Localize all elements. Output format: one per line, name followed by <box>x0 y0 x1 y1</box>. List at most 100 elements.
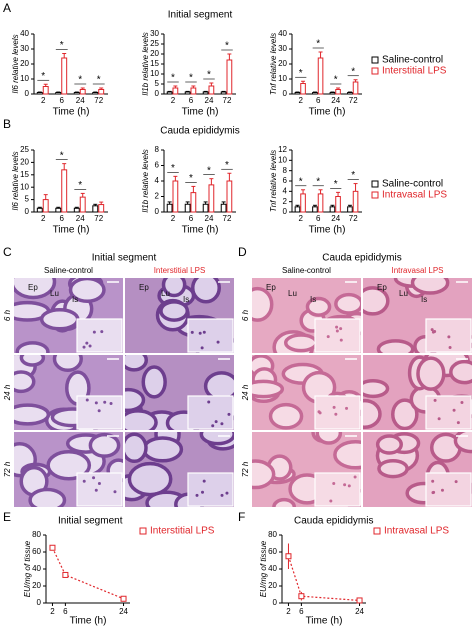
nucleus <box>448 346 452 350</box>
nucleus <box>190 330 194 334</box>
y-tick-label: 8 <box>283 166 288 175</box>
nucleus <box>460 400 464 404</box>
bar <box>208 184 215 213</box>
significance: * <box>334 179 338 190</box>
bar <box>312 206 318 213</box>
image-content <box>14 355 123 430</box>
legend-swatch <box>373 527 381 535</box>
bar <box>317 57 324 95</box>
y-tick-label: 0 <box>155 207 160 216</box>
x-tick-label: 6 <box>316 214 321 223</box>
bar <box>172 87 179 95</box>
panel-letter: B <box>3 117 11 131</box>
image-content <box>252 432 361 507</box>
x-axis-label: Time (h) <box>70 616 107 627</box>
y-tick-label: 25 <box>20 145 29 154</box>
tubule <box>333 440 361 470</box>
nucleus <box>452 408 456 412</box>
legend-label: Intravasal LPS <box>382 190 447 201</box>
bar <box>294 92 301 95</box>
nucleus <box>94 488 98 492</box>
nucleus <box>335 325 339 329</box>
tissue-label: Ep <box>139 283 149 292</box>
tubule <box>453 432 472 454</box>
tissue-label: Is <box>310 295 316 304</box>
y-tick-label: 10 <box>278 155 287 164</box>
nucleus <box>353 475 357 479</box>
tubule <box>363 398 382 430</box>
y-tick-label: 20 <box>32 581 41 590</box>
tubule <box>19 355 46 367</box>
x-tick-label: 2 <box>299 96 304 105</box>
panel-letter: E <box>3 510 11 524</box>
significance: * <box>60 150 64 161</box>
y-tick-label: 0 <box>25 89 30 98</box>
nucleus <box>431 330 435 334</box>
x-tick-label: 24 <box>205 96 214 105</box>
tubule <box>391 398 419 430</box>
y-tick-label: 25 <box>150 39 159 48</box>
tubule <box>363 378 390 399</box>
bar <box>335 196 341 213</box>
significance: * <box>97 75 101 86</box>
x-axis-label: Time (h) <box>53 225 90 236</box>
tubule <box>283 333 319 353</box>
nucleus <box>430 328 434 332</box>
tubule <box>52 355 83 373</box>
nucleus <box>82 479 86 483</box>
inset <box>187 318 234 353</box>
bar <box>166 203 173 213</box>
nucleus <box>454 480 458 484</box>
bar <box>347 92 353 95</box>
y-tick-label: 40 <box>268 564 277 573</box>
nucleus <box>211 424 215 428</box>
bar <box>61 169 68 213</box>
legend-swatch <box>371 180 379 188</box>
tubule <box>46 450 92 481</box>
bar <box>55 207 62 213</box>
nucleus <box>339 327 343 331</box>
image-content: Ep Lu Is <box>363 278 472 353</box>
x-tick-label: 6 <box>299 607 304 616</box>
x-tick-label: 72 <box>223 96 232 105</box>
significance: * <box>299 68 303 79</box>
x-tick-label: 2 <box>50 607 55 616</box>
bar <box>300 193 306 213</box>
y-axis-label: Il1b relative levels <box>141 32 150 96</box>
x-axis-label: Time (h) <box>53 107 90 118</box>
significance: * <box>60 40 64 51</box>
tissue-label: Lu <box>161 289 170 298</box>
tubule <box>125 432 148 464</box>
x-tick-label: 6 <box>60 96 65 105</box>
image-content <box>125 432 234 507</box>
tubule <box>449 359 472 385</box>
tubule <box>39 307 80 331</box>
significance: * <box>207 70 211 81</box>
y-tick-label: 4 <box>283 186 288 195</box>
tubule <box>305 296 332 317</box>
bar <box>300 83 306 95</box>
significance: * <box>78 75 82 86</box>
nucleus <box>198 331 202 335</box>
significance: * <box>207 165 211 176</box>
nucleus <box>437 417 441 421</box>
y-tick-label: 40 <box>32 564 41 573</box>
image-content <box>125 355 234 430</box>
row-label: 72 h <box>241 461 250 477</box>
tubule <box>334 292 361 315</box>
bar <box>92 92 99 95</box>
bar <box>184 203 191 213</box>
significance: * <box>78 180 82 191</box>
bar <box>190 87 197 95</box>
x-tick-label: 2 <box>41 214 46 223</box>
column-label: Interstitial LPS <box>154 266 206 275</box>
tubule <box>125 355 149 372</box>
image-content <box>363 432 472 507</box>
histology-image <box>363 355 472 430</box>
x-tick-label: 72 <box>223 214 232 223</box>
y-tick-label: 0 <box>283 207 288 216</box>
x-tick-label: 2 <box>171 96 176 105</box>
chart-title: Initial segment <box>58 516 123 527</box>
y-tick-label: 0 <box>273 598 278 607</box>
